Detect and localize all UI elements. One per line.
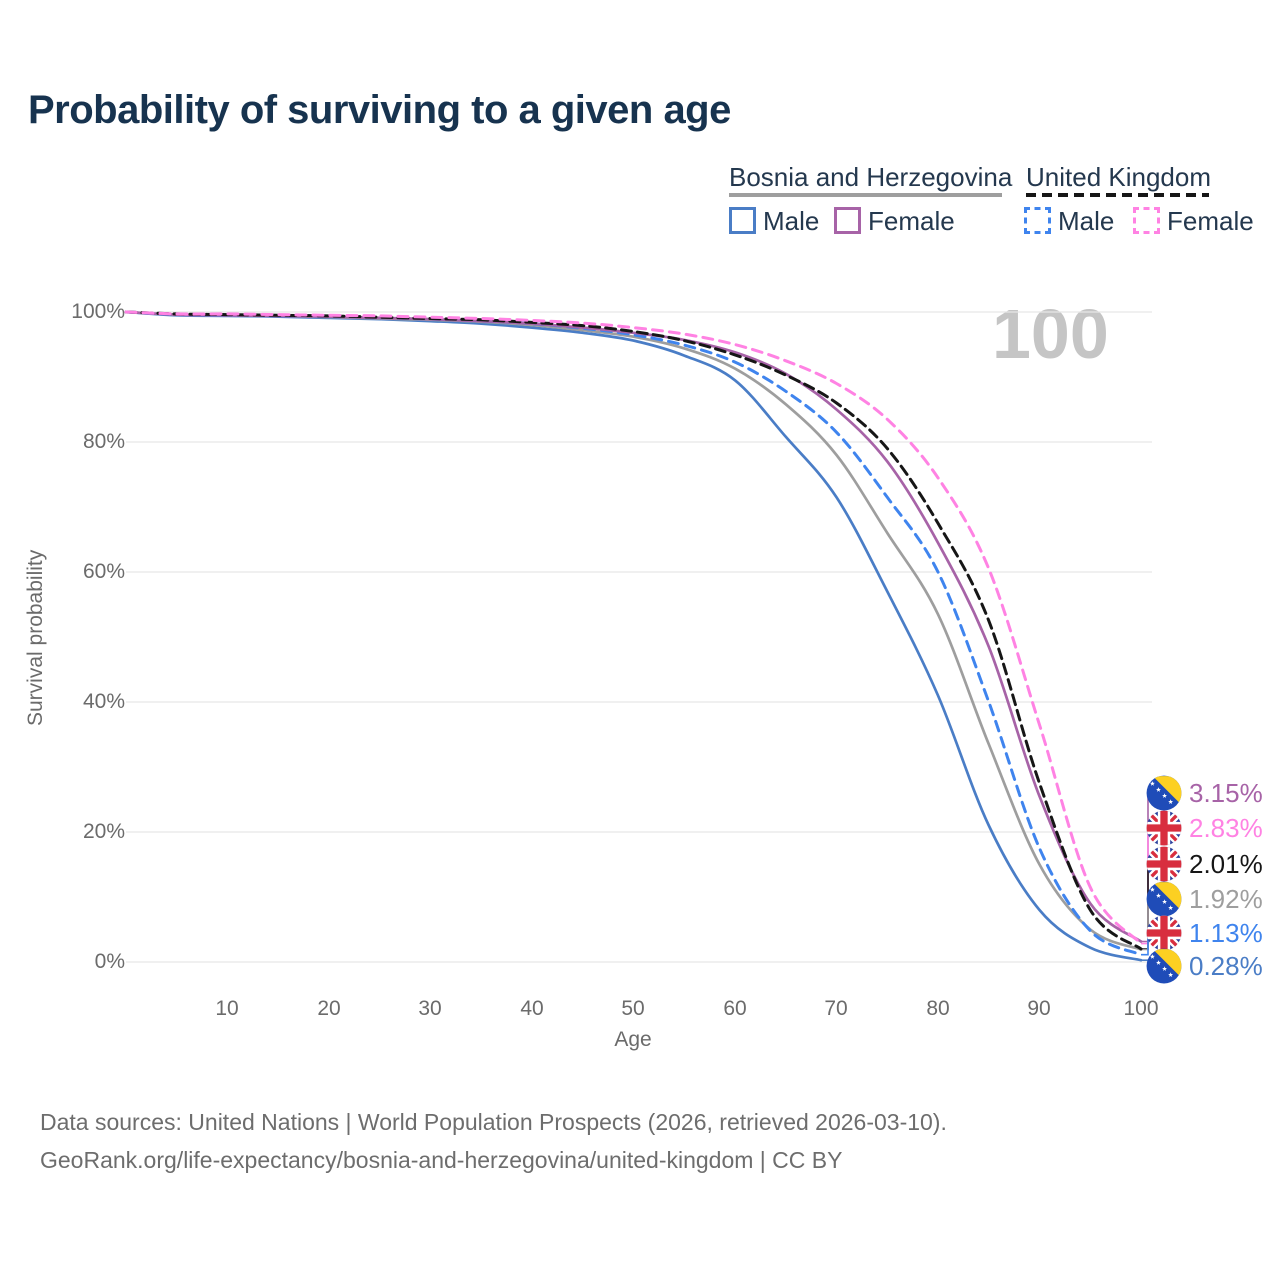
uk-flag-icon (1146, 810, 1182, 846)
legend-label-uk-female[interactable]: Female (1167, 206, 1254, 236)
end-label-uk_female: 2.83% (1146, 810, 1263, 846)
legend-swatch-uk-female[interactable] (1133, 207, 1160, 234)
x-tick-70: 70 (824, 997, 848, 1020)
uk-flag-icon (1146, 846, 1182, 882)
gridlines (126, 311, 1152, 963)
curve-bih_female[interactable] (124, 310, 1143, 943)
legend-swatch-bih-male[interactable] (729, 207, 756, 234)
legend-swatch-uk-male[interactable] (1024, 207, 1051, 234)
x-tick-40: 40 (520, 997, 544, 1020)
curve-uk_female[interactable] (124, 310, 1143, 946)
y-tick-40: 40% (82, 690, 125, 713)
curve-bih_total[interactable] (124, 310, 1143, 951)
end-label-uk_total: 2.01% (1146, 846, 1263, 882)
x-axis-title: Age (614, 1028, 652, 1051)
legend-label-uk-male[interactable]: Male (1058, 206, 1115, 236)
x-tick-50: 50 (621, 997, 645, 1020)
survival-curves (124, 310, 1143, 962)
y-tick-20: 20% (82, 820, 125, 843)
legend-group-uk: United Kingdom (1026, 162, 1211, 192)
x-tick-10: 10 (215, 997, 239, 1020)
uk-flag-icon (1146, 915, 1182, 951)
x-tick-20: 20 (317, 997, 341, 1020)
bosnia-flag-icon (1146, 775, 1182, 811)
x-tick-90: 90 (1027, 997, 1051, 1020)
footer-sources: Data sources: United Nations | World Pop… (40, 1109, 947, 1135)
end-label-bih_male: 0.28% (1146, 948, 1263, 984)
legend-label-bih-male[interactable]: Male (763, 206, 820, 236)
legend-underline-bosnia-solid (729, 193, 1002, 197)
end-label-value: 1.13% (1189, 917, 1263, 948)
end-label-value: 2.83% (1189, 812, 1263, 843)
end-label-value: 3.15% (1189, 777, 1263, 808)
end-label-value: 0.28% (1189, 950, 1263, 981)
end-label-value: 2.01% (1189, 848, 1263, 879)
age-watermark: 100 (992, 295, 1109, 373)
end-label-bih_total: 1.92% (1146, 881, 1263, 917)
end-label-bih_female: 3.15% (1146, 775, 1263, 811)
y-axis-title: Survival probability (24, 549, 47, 727)
bosnia-flag-icon (1146, 881, 1182, 917)
y-tick-100: 100% (71, 300, 125, 323)
y-tick-0: 0% (94, 950, 125, 973)
end-label-value: 1.92% (1189, 883, 1263, 914)
legend-label-bih-female[interactable]: Female (868, 206, 955, 236)
curve-uk_total[interactable] (124, 310, 1143, 951)
y-tick-60: 60% (82, 560, 125, 583)
bosnia-flag-icon (1146, 948, 1182, 984)
y-tick-80: 80% (82, 430, 125, 453)
legend-group-bosnia: Bosnia and Herzegovina (729, 162, 1013, 192)
x-tick-60: 60 (723, 997, 747, 1020)
x-tick-30: 30 (418, 997, 442, 1020)
curve-bih_male[interactable] (124, 310, 1143, 962)
x-tick-100: 100 (1123, 997, 1159, 1020)
x-tick-80: 80 (926, 997, 950, 1020)
end-label-uk_male: 1.13% (1146, 915, 1263, 951)
legend-swatch-bih-female[interactable] (834, 207, 861, 234)
legend-underline-uk-dashed (1026, 193, 1209, 197)
footer-attribution: GeoRank.org/life-expectancy/bosnia-and-h… (40, 1147, 843, 1173)
page-title: Probability of surviving to a given age (28, 88, 731, 132)
curve-uk_male[interactable] (124, 310, 1143, 957)
